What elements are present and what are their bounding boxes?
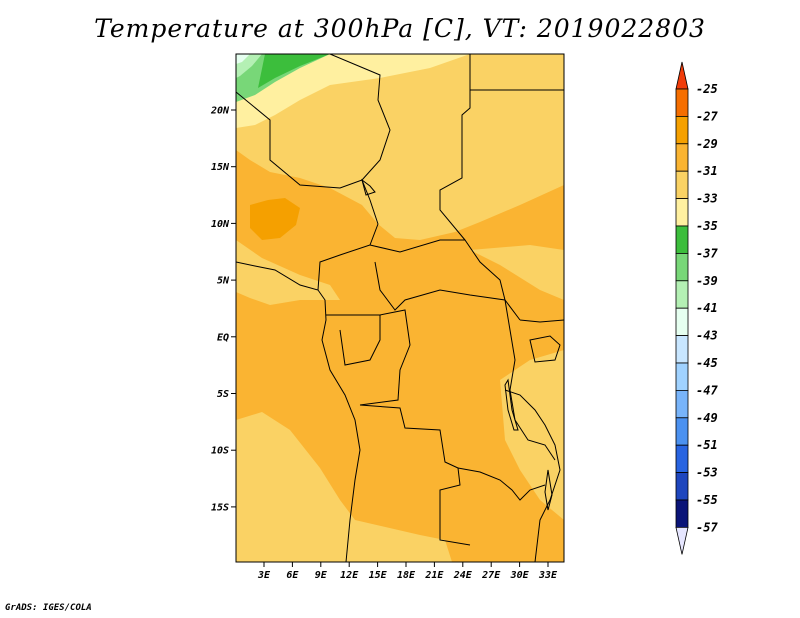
band-33-31-north: [236, 54, 564, 240]
lake-malawi: [544, 469, 553, 511]
colorbar-label: -55: [696, 493, 718, 507]
band-33-31-southwest: [236, 412, 452, 562]
border-south-2: [457, 467, 546, 501]
border-central-2: [369, 239, 506, 301]
lake-chad: [361, 178, 376, 196]
colorbar-swatch: [675, 444, 689, 474]
border-north-3: [439, 54, 471, 241]
colorbar-label: -29: [696, 137, 718, 151]
colorbar-bottom-arrow: [675, 527, 689, 555]
grads-credit: GrADS: IGES/COLA: [5, 603, 92, 613]
colorbar-label: -43: [696, 329, 718, 343]
coastline: [236, 261, 361, 562]
lon-tick-label: 6E: [286, 570, 299, 581]
border-east-1: [504, 299, 556, 461]
lon-tick-label: 24E: [453, 570, 473, 581]
colorbar-label: -49: [696, 411, 718, 425]
colorbar-label: -39: [696, 274, 718, 288]
band-39-37: [258, 54, 330, 88]
border-central-4: [326, 314, 381, 366]
lon-tick-label: 15E: [369, 570, 388, 581]
temperature-field: [236, 54, 564, 562]
colorbar-label: -53: [696, 466, 718, 480]
lat-tick-label: 20N: [210, 106, 230, 117]
colorbar-swatch: [675, 335, 689, 364]
colorbar-swatch: [675, 170, 689, 199]
lat-tick-label: 15S: [211, 502, 229, 513]
colorbar-swatch: [675, 307, 689, 337]
colorbar-swatch: [675, 280, 689, 309]
colorbar-label: -25: [696, 82, 718, 96]
band-43-41: [236, 54, 250, 64]
lat-tick-label: 5N: [217, 276, 230, 287]
border-north-1: [236, 91, 379, 225]
band-29-27: [250, 198, 300, 240]
colorbar-label: -37: [696, 246, 718, 260]
colorbar-swatch: [675, 417, 689, 446]
border-north-2: [329, 54, 391, 181]
colorbar-swatch: [675, 198, 689, 227]
lon-tick-label: 33E: [538, 570, 558, 581]
lon-tick-label: 21E: [424, 570, 444, 581]
map-title: Temperature at 300hPa [C], VT: 201902280…: [94, 14, 706, 43]
colorbar-label: -35: [696, 219, 718, 233]
colorbar-swatch: [675, 143, 689, 172]
lake-victoria: [529, 335, 561, 363]
band-33-31-southeast: [500, 350, 564, 520]
colorbar-swatch: [675, 252, 689, 282]
colorbar-swatch: [675, 472, 689, 501]
lat-tick-label: 15N: [211, 162, 230, 173]
band-35-33: [236, 54, 470, 128]
colorbar-label: -27: [696, 109, 718, 123]
lat-tick-label: 10N: [211, 219, 230, 230]
lat-tick-label: 5S: [217, 389, 229, 400]
band-33-31-east: [470, 245, 564, 300]
colorbar-label: -31: [696, 164, 718, 178]
lon-tick-label: 9E: [315, 570, 328, 581]
colorbar-label: -41: [696, 301, 718, 315]
boundaries: [236, 54, 564, 562]
colorbar-label: -45: [696, 356, 718, 370]
border-central-1: [317, 223, 379, 291]
longitude-axis: 3E 6E 9E 12E 15E 18E 21E 24E 27E 30E 33E: [257, 562, 558, 581]
lon-tick-label: 30E: [510, 570, 530, 581]
colorbar-label: -51: [696, 438, 718, 452]
latitude-axis: 20N 15N 10N 5N EQ 5S 10S 15S: [210, 106, 236, 513]
band-37-35: [236, 54, 330, 102]
colorbar-swatch: [675, 389, 689, 419]
colorbar-swatch: [675, 225, 689, 254]
border-central-3: [374, 261, 521, 321]
lon-tick-label: 18E: [397, 570, 416, 581]
border-east-2: [519, 319, 564, 323]
colorbar-swatch: [675, 499, 689, 528]
border-east-3: [504, 389, 561, 562]
border-south-1: [359, 404, 471, 546]
colorbar-top-arrow: [675, 61, 689, 90]
map-frame: [235, 53, 565, 563]
lon-tick-label: 27E: [481, 570, 501, 581]
lake-tanganyika: [504, 378, 519, 431]
colorbar-label: -57: [696, 520, 718, 534]
lat-tick-label: 10S: [211, 446, 229, 457]
lon-tick-label: 12E: [340, 570, 359, 581]
colorbar-swatch: [675, 116, 689, 145]
colorbar-swatch: [675, 88, 689, 117]
border-central-5: [359, 309, 411, 406]
lat-tick-label: EQ: [217, 332, 229, 343]
colorbar-label: -33: [696, 192, 718, 206]
colorbar-label: -47: [696, 383, 718, 397]
colorbar-swatch: [675, 362, 689, 391]
colorbar: -25 -27 -29 -31 -33 -35 -37 -39 -41 -43 -45 -47 -49 -…: [675, 61, 718, 555]
lon-tick-label: 3E: [257, 570, 271, 581]
